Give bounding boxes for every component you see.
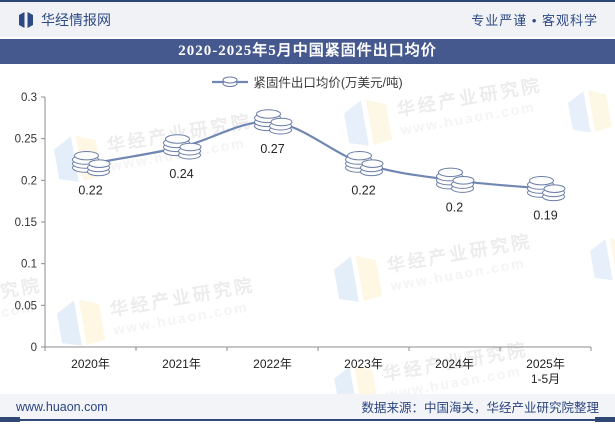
x-axis-sublabel: 1-5月: [531, 372, 560, 386]
data-label: 0.22: [78, 184, 102, 198]
header: 华经情报网 专业严谨 • 客观科学: [0, 2, 615, 37]
coin-stack-marker: [163, 134, 202, 160]
data-label: 0.22: [351, 184, 375, 198]
y-tick-label: 0.3: [21, 92, 37, 104]
x-axis-label: 2021年: [162, 357, 201, 371]
top-border: [0, 0, 615, 2]
y-tick-label: 0.1: [21, 259, 37, 271]
chart-title: 2020-2025年5月中国紧固件出口均价: [0, 39, 615, 64]
y-tick-label: 0.2: [21, 175, 37, 187]
legend-label: 紧固件出口均价(万美元/吨): [253, 76, 403, 90]
y-tick-label: 0: [31, 342, 37, 354]
x-axis-label: 2020年: [71, 357, 110, 371]
bottom-border: [0, 419, 615, 421]
x-axis-label: 2023年: [344, 357, 383, 371]
brand-name: 华经情报网: [41, 11, 111, 28]
data-label: 0.24: [169, 167, 193, 181]
chart-area: 华经产业研究院 www.huaon.com 华经产业研究院 www.huaon.…: [0, 64, 615, 394]
book-logo-icon: [19, 11, 33, 28]
x-axis-label: 2024年: [435, 357, 474, 371]
data-label: 0.27: [260, 142, 284, 156]
data-label: 0.19: [533, 209, 557, 223]
data-label: 0.2: [446, 200, 463, 214]
coin-stack-marker: [254, 109, 293, 135]
coin-stack-marker: [72, 150, 111, 177]
y-tick-label: 0.15: [15, 217, 37, 229]
x-axis-label: 2025年: [526, 357, 565, 371]
footer: www.huaon.com 数据来源：中国海关，华经产业研究院整理: [0, 394, 615, 419]
y-tick-label: 0.05: [15, 300, 37, 312]
header-slogan: 专业严谨 • 客观科学: [471, 13, 598, 28]
line-chart: 0 0.05 0.1 0.15 0.2 0.25 0.3 2020年 2021年 2022年 202…: [15, 92, 592, 386]
coin-stack-marker: [436, 167, 475, 193]
footer-site: www.huaon.com: [16, 399, 108, 414]
coin-stack-marker: [527, 175, 566, 202]
y-tick-label: 0.25: [15, 134, 37, 146]
coin-stack-marker: [345, 150, 384, 177]
price-line: [90, 120, 546, 190]
x-axis-label: 2022年: [253, 357, 292, 371]
legend-line-marker-icon: [212, 76, 249, 87]
brand: 华经情报网: [17, 10, 111, 30]
legend: 紧固件出口均价(万美元/吨): [0, 72, 615, 91]
footer-source: 数据来源：中国海关，华经产业研究院整理: [361, 401, 599, 415]
